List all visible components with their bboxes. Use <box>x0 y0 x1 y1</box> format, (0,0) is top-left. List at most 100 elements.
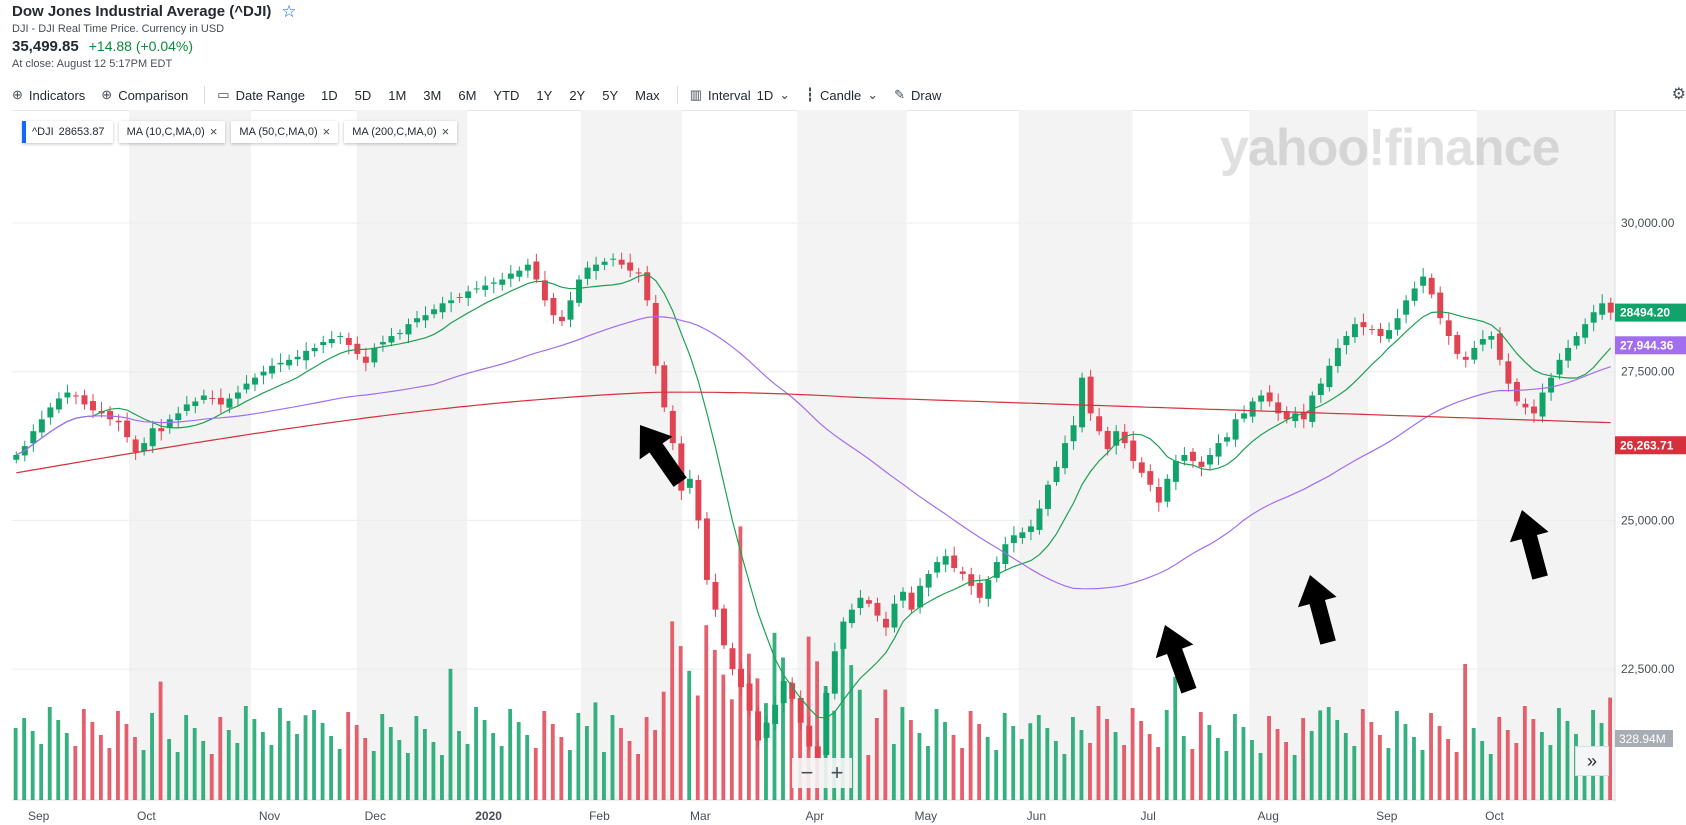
candle-body <box>1181 455 1188 461</box>
volume-bar <box>192 728 197 800</box>
zoom-out-icon[interactable]: − <box>800 760 814 785</box>
volume-bar <box>47 707 52 800</box>
x-tick-label: Oct <box>137 809 156 823</box>
candle-body <box>269 365 276 374</box>
range-1d[interactable]: 1D <box>320 87 338 103</box>
range-1m[interactable]: 1M <box>388 87 407 103</box>
volume-bar <box>712 649 717 800</box>
volume-bar <box>1019 739 1024 800</box>
date-range-button[interactable]: ▭ Date Range <box>217 87 305 103</box>
candle-body <box>1113 431 1120 446</box>
volume-bar <box>1352 746 1357 800</box>
candle-body <box>891 603 898 628</box>
candle-body <box>635 272 642 274</box>
candle-body <box>797 697 804 723</box>
close-icon[interactable]: × <box>441 124 450 139</box>
volume-bar <box>226 730 231 800</box>
candle-body <box>1573 336 1580 346</box>
volume-bar <box>1045 728 1050 800</box>
candle-body <box>175 413 182 421</box>
month-band <box>1477 110 1615 800</box>
candle-body <box>1275 402 1282 414</box>
volume-bar <box>900 707 905 800</box>
candle-body <box>1130 440 1137 461</box>
volume-bar <box>1480 741 1485 800</box>
candle-body <box>1207 455 1213 465</box>
candle-body <box>993 562 1000 578</box>
volume-bar <box>960 748 964 800</box>
candle-body <box>1198 461 1205 467</box>
volume-bar <box>866 755 871 800</box>
volume-bar <box>278 708 282 800</box>
candle-body <box>482 285 489 290</box>
range-1y[interactable]: 1Y <box>536 87 553 103</box>
volume-bar <box>363 738 368 800</box>
range-2y[interactable]: 2Y <box>569 87 586 103</box>
legend-ma50[interactable]: MA (50,C,MA,0) × <box>231 121 339 143</box>
candle-body <box>294 356 301 360</box>
volume-bar <box>874 718 879 800</box>
zoom-in-icon[interactable]: + <box>830 760 844 785</box>
volume-bar <box>1318 710 1323 800</box>
candle-body <box>439 303 446 313</box>
annotation-arrow-shape <box>1155 625 1197 694</box>
candle-body <box>1266 392 1273 402</box>
month-band <box>129 110 251 800</box>
volume-bar <box>73 746 78 800</box>
candle-body <box>252 377 258 385</box>
volume-bar <box>943 722 947 800</box>
volume-bar <box>1215 738 1220 800</box>
volume-bar <box>1335 720 1340 800</box>
draw-button[interactable]: ✎ Draw <box>894 87 942 103</box>
candle-body <box>1300 411 1307 420</box>
candle-body <box>576 279 583 303</box>
candle-body <box>217 397 224 405</box>
volume-bar <box>1233 714 1237 800</box>
candle-body <box>610 258 617 260</box>
volume-bar <box>218 717 223 800</box>
indicators-button[interactable]: ⊕ Indicators <box>12 87 86 103</box>
range-ytd[interactable]: YTD <box>493 87 520 103</box>
range-6m[interactable]: 6M <box>458 87 477 103</box>
pencil-icon: ✎ <box>894 87 905 102</box>
comparison-button[interactable]: ⊕ Comparison <box>101 87 189 103</box>
candle-body <box>371 347 378 363</box>
close-icon[interactable]: × <box>209 124 218 139</box>
candle-body <box>627 262 634 271</box>
star-icon[interactable]: ☆ <box>281 2 297 21</box>
expand-icon[interactable]: » <box>1575 746 1609 776</box>
candle-body <box>226 398 233 408</box>
volume-bar <box>448 668 453 800</box>
candle-body <box>584 267 591 279</box>
range-max[interactable]: Max <box>635 87 660 103</box>
candle-body <box>746 683 753 711</box>
candle-body <box>917 585 924 608</box>
legend-ma10[interactable]: MA (10,C,MA,0) × <box>118 121 226 143</box>
ma10-line <box>16 273 1612 719</box>
x-tick-label: Aug <box>1258 809 1279 823</box>
chart-type-dropdown[interactable]: ┇ Candle ⌄ <box>806 87 879 103</box>
interval-dropdown[interactable]: ▥ Interval 1D ⌄ <box>689 87 791 103</box>
range-3m[interactable]: 3M <box>423 87 442 103</box>
price-chart[interactable]: 30,000.00 27,500.00 25,000.00 22,500.00 2849… <box>0 110 1686 825</box>
candle-body <box>1531 406 1537 414</box>
volume-bar <box>695 695 700 800</box>
x-tick-label: 2020 <box>475 809 502 823</box>
range-5y[interactable]: 5Y <box>602 87 619 103</box>
candle-body <box>593 264 600 271</box>
candle-body <box>1351 324 1358 338</box>
candle-body <box>1488 336 1495 340</box>
legend-symbol[interactable]: ^DJI 28653.87 <box>22 121 113 143</box>
volume-bar <box>926 746 930 800</box>
range-5d[interactable]: 5D <box>354 87 372 103</box>
close-icon[interactable]: × <box>322 124 331 139</box>
volume-bar <box>1181 736 1186 800</box>
volume-bar <box>1386 748 1391 800</box>
annotation-arrow-shape <box>1297 575 1337 645</box>
gear-icon[interactable]: ⚙ <box>1671 86 1686 103</box>
candle-body <box>55 398 62 410</box>
candle-body <box>1079 377 1086 428</box>
legend-ma200[interactable]: MA (200,C,MA,0) × <box>344 121 458 143</box>
candle-body <box>951 555 958 569</box>
volume-bar <box>670 621 675 800</box>
